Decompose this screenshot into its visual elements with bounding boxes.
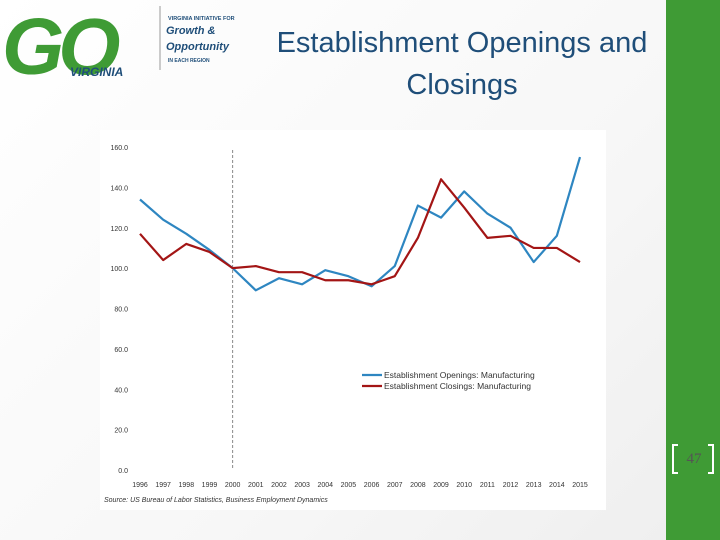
x-tick-label: 2012: [503, 482, 519, 489]
y-tick-label: 100.0: [110, 266, 128, 273]
y-tick-label: 20.0: [114, 428, 128, 435]
page-number: 47: [686, 451, 702, 467]
y-tick-label: 140.0: [110, 185, 128, 192]
logo-tagline-opportunity: Opportunity: [166, 41, 230, 53]
x-tick-label: 2007: [387, 482, 403, 489]
x-tick-label: 2014: [549, 482, 565, 489]
x-tick-label: 1998: [179, 482, 195, 489]
chart-container: 0.0 20.0 40.0 60.0 80.0 100.0 120.0 140.0 160.0 …: [100, 130, 606, 510]
series-line-1: [139, 156, 582, 292]
x-tick-label: 2008: [410, 482, 426, 489]
legend-entry: Establishment Closings: Manufacturing: [384, 381, 531, 391]
chart-source: Source: US Bureau of Labor Statistics, B…: [104, 497, 328, 504]
x-tick-label: 1997: [155, 482, 171, 489]
x-tick-label: 2004: [317, 482, 333, 489]
logo-tagline-bottom: IN EACH REGION: [168, 58, 210, 64]
page-bracket-right: [708, 444, 714, 474]
y-tick-label: 40.0: [114, 387, 128, 394]
x-tick-label: 2009: [433, 482, 449, 489]
y-tick-label: 60.0: [114, 347, 128, 354]
y-tick-label: 0.0: [118, 468, 128, 475]
x-tick-label: 2002: [271, 482, 287, 489]
logo-tagline-growth: Growth &: [166, 25, 216, 37]
green-side-bar: [666, 0, 720, 540]
x-tick-label: 1996: [132, 482, 148, 489]
y-tick-label: 80.0: [114, 307, 128, 314]
y-tick-label: 120.0: [110, 226, 128, 233]
logo-mark: GO: [2, 2, 119, 82]
x-tick-label: 2015: [572, 482, 588, 489]
x-tick-label: 2003: [294, 482, 310, 489]
go-virginia-logo: GO VIRGINIA VIRGINIA INITIATIVE FOR Grow…: [2, 2, 235, 82]
page-bracket-left: [672, 444, 678, 474]
x-tick-label: 2001: [248, 482, 264, 489]
x-tick-label: 2000: [225, 482, 241, 489]
y-tick-label: 160.0: [110, 145, 128, 152]
line-chart: 0.020.040.060.080.0100.0120.0140.0160.0 …: [110, 145, 588, 489]
legend-entry: Establishment Openings: Manufacturing: [384, 370, 535, 380]
logo-state: VIRGINIA: [70, 65, 123, 79]
logo-tagline-top: VIRGINIA INITIATIVE FOR: [168, 16, 235, 22]
x-tick-label: 2006: [364, 482, 380, 489]
x-tick-label: 2011: [480, 482, 495, 489]
series-line-2: [139, 178, 581, 286]
x-tick-label: 2005: [341, 482, 357, 489]
x-tick-label: 2013: [526, 482, 542, 489]
x-tick-label: 1999: [202, 482, 218, 489]
x-tick-label: 2010: [456, 482, 472, 489]
slide-title: Establishment Openings and Closings: [276, 27, 648, 101]
